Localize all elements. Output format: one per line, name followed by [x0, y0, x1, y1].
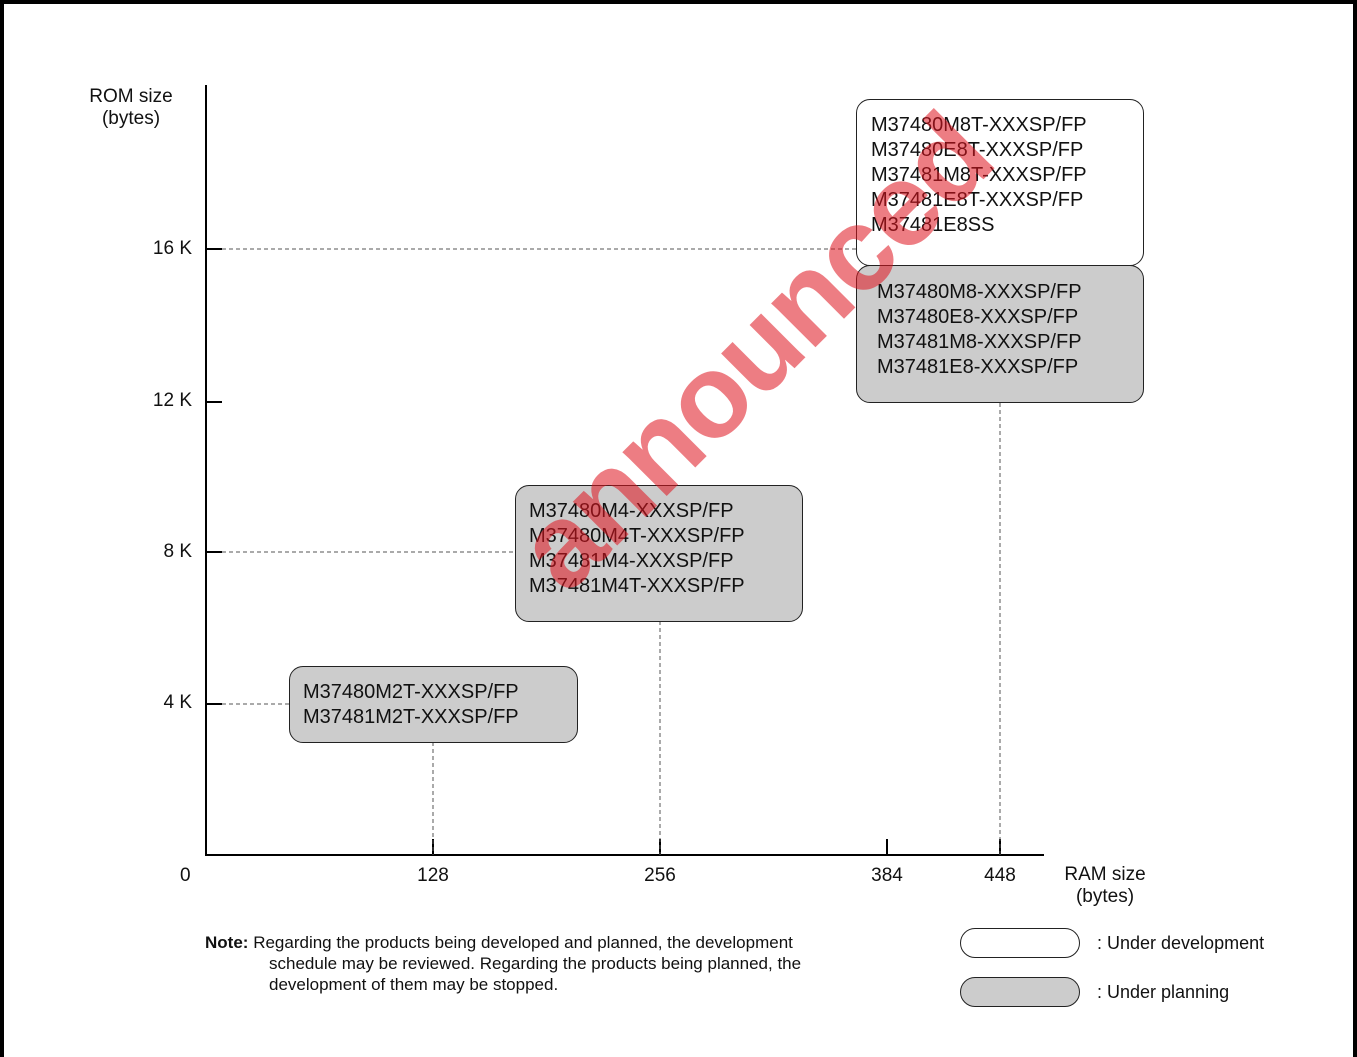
product-label: M37480M8T-XXXSP/FP — [871, 114, 1087, 136]
product-label: M37480E8T-XXXSP/FP — [871, 139, 1084, 161]
product-group-under-planning-16k: M37480M8-XXXSP/FP M37480E8-XXXSP/FP M374… — [856, 265, 1144, 403]
note-block: Note: Regarding the products being devel… — [205, 932, 801, 995]
product-label: M37481M4-XXXSP/FP — [529, 550, 734, 572]
note-label: Note: — [205, 933, 249, 952]
y-tick-label-12k: 12 K — [152, 390, 192, 411]
product-label: M37481E8-XXXSP/FP — [877, 356, 1079, 378]
legend-label-development: : Under development — [1097, 933, 1265, 953]
product-label: M37480M4T-XXXSP/FP — [529, 525, 745, 547]
x-tick-label-384: 384 — [871, 865, 903, 886]
legend-swatch-development — [960, 928, 1080, 958]
x-axis-title-line1: RAM size — [1064, 864, 1146, 885]
product-label: M37481E8SS — [871, 214, 995, 236]
y-axis-title-line2: (bytes) — [101, 108, 161, 129]
y-tick-label-4k: 4 K — [163, 692, 192, 713]
legend-label-planning: : Under planning — [1097, 982, 1230, 1002]
product-label: M37481M8-XXXSP/FP — [877, 331, 1082, 353]
x-tick-label-448: 448 — [984, 865, 1016, 886]
product-label: M37481M4T-XXXSP/FP — [529, 575, 745, 597]
x-axis-title: RAM size (bytes) — [1055, 864, 1155, 908]
y-axis-title-line1: ROM size — [89, 86, 173, 107]
origin-label: 0 — [180, 865, 191, 886]
product-group-under-planning-8k: M37480M4-XXXSP/FP M37480M4T-XXXSP/FP M37… — [515, 485, 803, 622]
y-tick-label-8k: 8 K — [163, 541, 192, 562]
note-line-2: schedule may be reviewed. Regarding the … — [269, 954, 802, 973]
legend-swatch-planning — [960, 977, 1080, 1007]
product-label: M37481E8T-XXXSP/FP — [871, 189, 1084, 211]
x-tick-label-256: 256 — [644, 865, 676, 886]
note-line-3: development of them may be stopped. — [269, 975, 559, 994]
product-label: M37480M2T-XXXSP/FP — [303, 681, 519, 703]
x-tick-label-128: 128 — [417, 865, 449, 886]
product-group-under-planning-4k: M37480M2T-XXXSP/FP M37481M2T-XXXSP/FP — [289, 666, 578, 743]
product-label: M37480M4-XXXSP/FP — [529, 500, 734, 522]
product-label: M37481M2T-XXXSP/FP — [303, 706, 519, 728]
product-label: M37480M8-XXXSP/FP — [877, 281, 1082, 303]
product-label: M37480E8-XXXSP/FP — [877, 306, 1079, 328]
y-axis-title: ROM size (bytes) — [86, 86, 176, 130]
y-tick-label-16k: 16 K — [152, 238, 192, 259]
product-group-under-development-16k: M37480M8T-XXXSP/FP M37480E8T-XXXSP/FP M3… — [856, 99, 1144, 266]
product-label: M37481M8T-XXXSP/FP — [871, 164, 1087, 186]
note-line-1: Regarding the products being developed a… — [253, 933, 793, 952]
x-axis-title-line2: (bytes) — [1075, 886, 1135, 907]
